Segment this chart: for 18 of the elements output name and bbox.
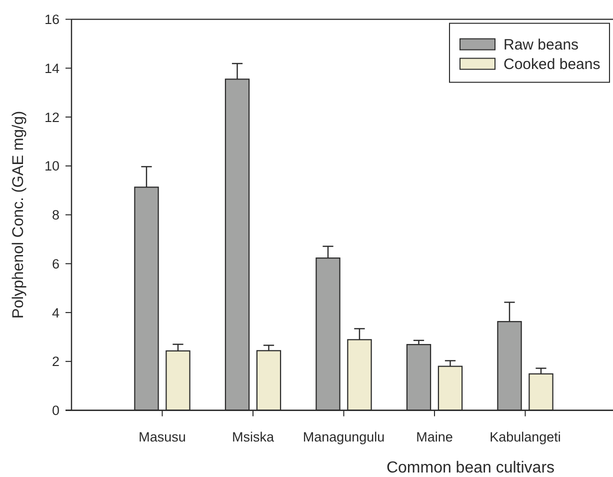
- y-tick-label: 8: [52, 208, 60, 223]
- legend-label: Raw beans: [504, 36, 579, 54]
- y-tick-label: 2: [52, 354, 60, 370]
- y-tick-label: 6: [52, 256, 60, 272]
- x-tick-label: Msiska: [232, 429, 274, 444]
- y-tick-label: 12: [44, 110, 60, 125]
- y-tick-label: 10: [44, 158, 60, 174]
- x-axis-title: Common bean cultivars: [386, 459, 555, 476]
- x-tick-label: Maine: [416, 429, 453, 444]
- y-tick-label: 0: [52, 403, 60, 418]
- legend-label: Cooked beans: [504, 56, 600, 73]
- x-tick-label: Kabulangeti: [490, 429, 561, 444]
- y-tick-label: 14: [44, 60, 60, 76]
- y-axis-title: Polyphenol Conc. (GAE mg/g): [10, 110, 27, 319]
- y-tick-label: 16: [44, 12, 60, 28]
- x-tick-label: Managungulu: [302, 429, 385, 444]
- y-tick-label: 4: [52, 305, 60, 320]
- x-tick-label: Masusu: [138, 429, 186, 444]
